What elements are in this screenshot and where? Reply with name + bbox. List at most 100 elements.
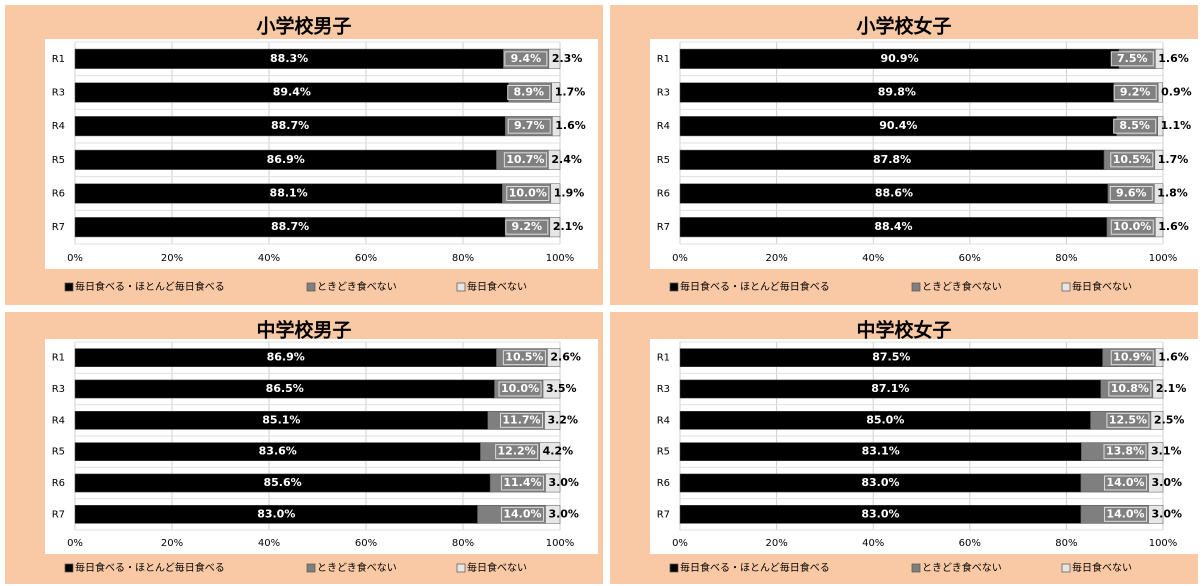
y-tick-label: R6 [52,189,65,200]
data-label-box [1110,152,1154,168]
data-label: 88.7% [271,220,309,233]
data-label: 1.6% [1158,52,1189,65]
chart-title: 中学校男子 [256,319,351,342]
data-label: 3.1% [1151,445,1182,458]
legend-label: 毎日食べない [1072,561,1132,574]
data-label-box [500,506,544,522]
bar-segment [1154,183,1164,204]
legend-swatch [911,282,921,292]
data-label: 88.7% [271,119,309,132]
x-tick-label: 80% [452,538,474,549]
data-label-box [507,85,551,100]
x-tick-label: 100% [546,253,575,264]
data-label-box [1103,444,1147,460]
data-label: 0.9% [1161,86,1192,99]
bar-segment [545,504,561,524]
data-label: 9.2% [512,220,543,233]
data-label: 89.8% [878,86,916,99]
data-label: 1.6% [1158,220,1189,233]
bar-segment [539,442,561,462]
bar-segment [1157,116,1164,137]
data-label-box [1104,506,1148,522]
data-label: 2.1% [553,220,584,233]
x-tick-label: 80% [1055,253,1077,264]
y-tick-label: R4 [52,121,65,132]
bar-segment [545,473,561,493]
y-tick-label: R7 [657,222,670,233]
data-label: 1.1% [1161,119,1192,132]
data-label: 83.0% [257,507,295,520]
bar-segment [1150,410,1164,430]
data-label-box [505,219,549,235]
data-label: 90.4% [879,119,917,132]
legend-swatch [1061,282,1071,292]
data-label: 83.0% [861,507,899,520]
data-label-box [1106,412,1150,428]
data-label-box [1113,118,1157,134]
bar-segment [1155,348,1164,368]
data-label: 2.1% [1156,382,1187,395]
y-tick-label: R7 [52,509,65,520]
data-label: 11.7% [502,413,540,426]
data-label: 87.5% [872,351,910,364]
data-label: 85.6% [263,476,301,489]
chart-title: 小学校男子 [256,15,351,38]
data-label: 12.2% [498,445,536,458]
legend-swatch [911,563,921,573]
legend-swatch [669,282,679,292]
x-tick-label: 40% [258,253,280,264]
data-label: 8.9% [513,86,544,99]
data-label-box [506,186,550,201]
data-label: 4.2% [543,445,574,458]
bar-segment [549,217,561,238]
legend-label: ときどき食べない [317,561,397,574]
data-label: 10.9% [1113,351,1151,364]
legend-label: 毎日食べない [467,280,527,293]
data-label: 9.2% [1120,86,1151,99]
y-tick-label: R5 [657,447,670,458]
chart: 小学校女子 0% 20% 40% 60% 80% 100% R1 90.9% 7.5% 1.6% R3… [610,5,1201,305]
data-label: 13.8% [1106,445,1144,458]
data-label: 12.5% [1109,413,1147,426]
bar-segment [1155,48,1164,69]
data-label-box [1113,85,1157,100]
x-tick-label: 60% [355,538,377,549]
data-label: 14.0% [1106,507,1144,520]
legend-label: 毎日食べない [467,561,527,574]
bar-segment [548,149,561,170]
data-label-box [502,350,546,366]
y-tick-label: R6 [657,478,670,489]
x-tick-label: 100% [546,538,575,549]
x-tick-label: 60% [959,253,981,264]
data-label: 10.0% [509,187,547,200]
data-label-box [504,51,548,67]
chart: 小学校男子 0% 20% 40% 60% 80% 100% R1 88.3% 9.4% 2.3% R3… [5,5,603,305]
data-label: 1.7% [555,86,586,99]
data-label: 8.5% [1119,119,1150,132]
legend-label: 毎日食べる・ほとんど毎日食べる [680,280,830,293]
data-label: 88.4% [874,220,912,233]
x-tick-label: 40% [862,538,884,549]
bar-segment [1148,473,1164,493]
x-tick-label: 60% [959,538,981,549]
data-label-box [500,475,544,491]
data-label: 10.0% [1113,220,1151,233]
data-label: 9.7% [514,119,545,132]
data-label: 3.2% [547,413,578,426]
bar-segment [548,48,561,69]
data-label: 9.4% [511,52,542,65]
x-tick-label: 20% [765,253,787,264]
x-tick-label: 80% [1055,538,1077,549]
data-label: 85.0% [866,413,904,426]
data-label: 14.0% [503,507,541,520]
y-tick-label: R6 [657,189,670,200]
x-tick-label: 0% [672,538,688,549]
legend-swatch [64,563,74,573]
data-label: 14.0% [1106,476,1144,489]
y-tick-label: R1 [657,353,670,364]
y-tick-label: R5 [657,155,670,166]
data-label: 10.5% [505,351,543,364]
data-label: 2.6% [550,351,581,364]
data-label: 87.8% [873,153,911,166]
